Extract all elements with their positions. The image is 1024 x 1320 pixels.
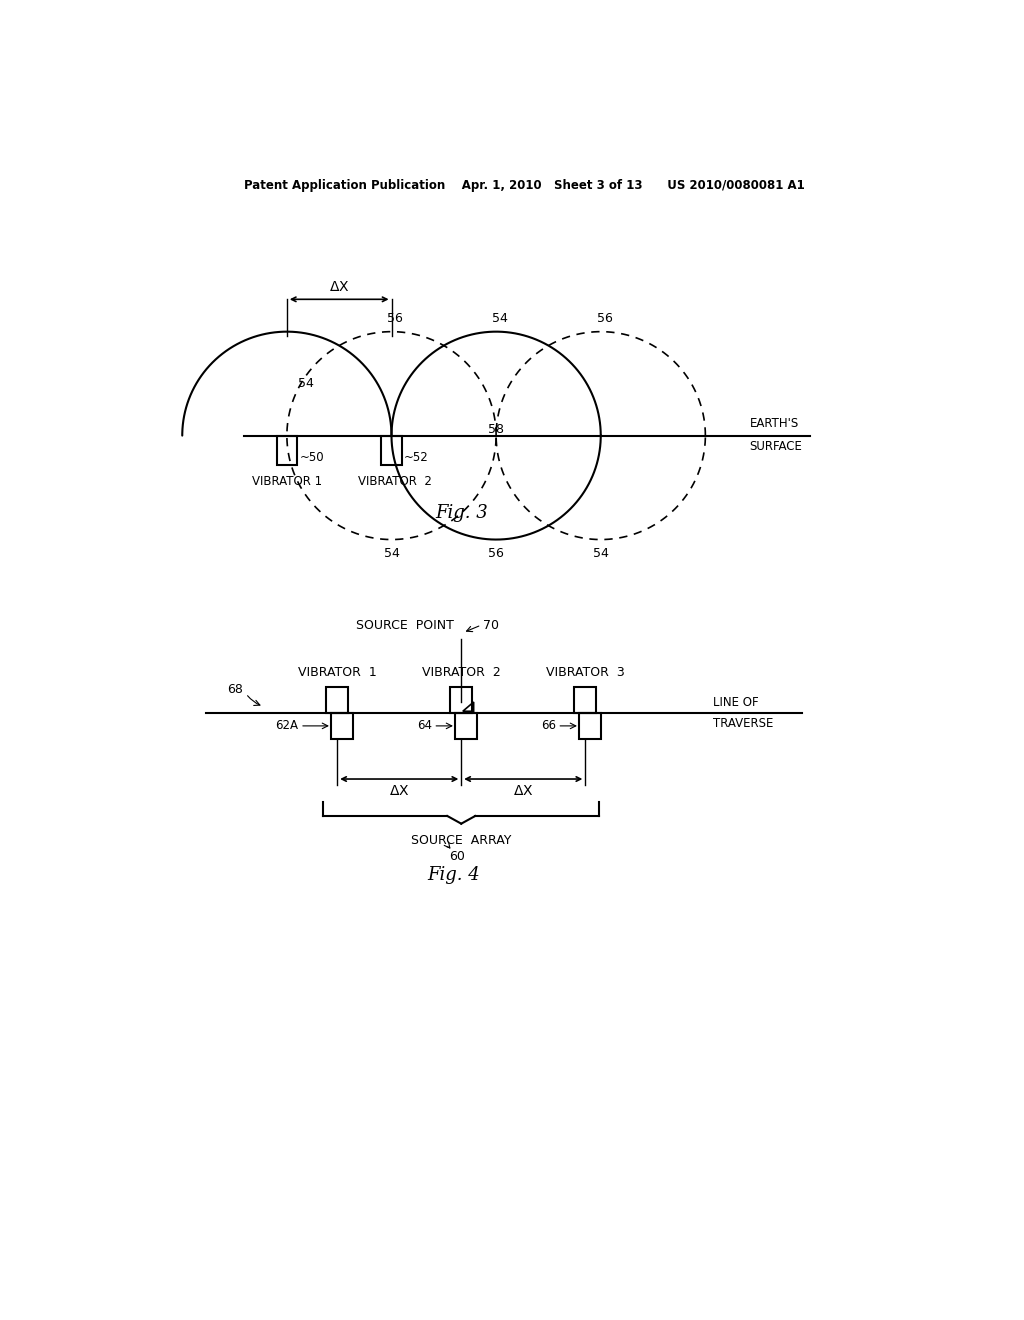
Text: $\Delta$X: $\Delta$X	[389, 784, 410, 797]
Text: 54: 54	[384, 546, 399, 560]
Text: 62A: 62A	[275, 719, 299, 733]
Text: VIBRATOR 1: VIBRATOR 1	[252, 475, 322, 488]
Text: 56: 56	[387, 312, 403, 325]
Bar	[327, 686, 348, 713]
Text: ~52: ~52	[403, 450, 429, 463]
Text: 56: 56	[597, 312, 612, 325]
Text: 54: 54	[298, 378, 314, 391]
Text: 56: 56	[488, 546, 504, 560]
Text: $\Delta$X: $\Delta$X	[329, 280, 349, 294]
Text: TRAVERSE: TRAVERSE	[713, 717, 773, 730]
Text: 54: 54	[493, 312, 508, 325]
Text: 60: 60	[450, 850, 465, 862]
Text: Fig. 4: Fig. 4	[427, 866, 480, 883]
Text: Fig. 3: Fig. 3	[435, 504, 487, 521]
Text: 54: 54	[593, 546, 608, 560]
Text: 58: 58	[488, 422, 504, 436]
Bar	[381, 436, 401, 465]
Text: VIBRATOR  1: VIBRATOR 1	[298, 667, 377, 680]
Bar	[579, 713, 601, 739]
Text: SOURCE  POINT: SOURCE POINT	[355, 619, 454, 631]
Text: ~50: ~50	[299, 450, 324, 463]
Text: 64: 64	[417, 719, 432, 733]
Bar	[331, 713, 352, 739]
Bar	[276, 436, 297, 465]
Text: 66: 66	[541, 719, 556, 733]
Text: $\Delta$X: $\Delta$X	[513, 784, 534, 797]
Text: LINE OF: LINE OF	[713, 696, 759, 709]
Text: SURFACE: SURFACE	[750, 440, 803, 453]
Bar	[451, 686, 472, 713]
Bar	[455, 713, 477, 739]
Text: SOURCE  ARRAY: SOURCE ARRAY	[411, 834, 511, 847]
Text: VIBRATOR  2: VIBRATOR 2	[358, 475, 432, 488]
Bar	[574, 686, 596, 713]
Text: 68: 68	[227, 684, 243, 696]
Text: 70: 70	[483, 619, 499, 631]
Text: Patent Application Publication    Apr. 1, 2010   Sheet 3 of 13      US 2010/0080: Patent Application Publication Apr. 1, 2…	[245, 178, 805, 191]
Text: VIBRATOR  2: VIBRATOR 2	[422, 667, 501, 680]
Text: VIBRATOR  3: VIBRATOR 3	[546, 667, 625, 680]
Text: EARTH'S: EARTH'S	[750, 417, 799, 430]
